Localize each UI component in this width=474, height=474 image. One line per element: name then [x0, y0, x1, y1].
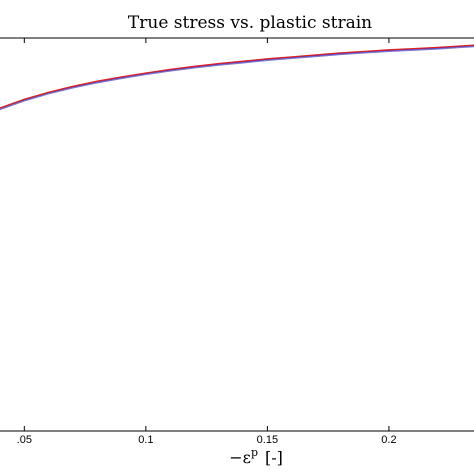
x-axis-label: −εp — [229, 446, 258, 467]
series-line-1 — [0, 45, 474, 110]
x-tick-label: 0.1 — [138, 434, 153, 446]
x-tick-label: 0.2 — [381, 434, 396, 446]
x-axis-ticks: .05 0.1 0.15 0.2 — [17, 38, 397, 446]
plot-area — [0, 37, 474, 432]
x-axis-label-main: −ε — [229, 448, 251, 467]
x-axis-label-superscript: p — [251, 446, 258, 459]
series-line-3 — [0, 45, 474, 111]
x-tick-label: .05 — [17, 434, 32, 446]
series-group — [0, 44, 474, 111]
x-axis-unit: [-] — [265, 448, 283, 467]
x-tick-label: 0.15 — [257, 434, 278, 446]
series-line-2 — [0, 44, 474, 109]
chart-title: True stress vs. plastic strain — [128, 13, 372, 33]
